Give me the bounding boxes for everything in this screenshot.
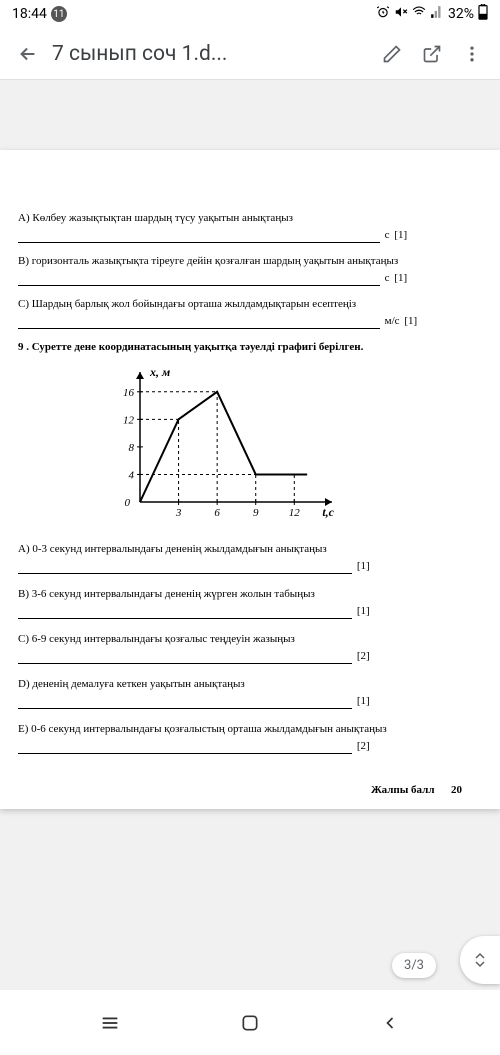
points-sub-b: [1]	[357, 605, 370, 617]
battery-percent: 32%	[448, 6, 474, 22]
chevron-up-icon	[475, 952, 485, 960]
question-9: 9 . Суретте дене координатасының уақытқа…	[18, 339, 482, 356]
sub-question-e: E) 0-6 секунд интервалындағы қозғалыстың…	[18, 721, 482, 738]
points-a: [1]	[394, 229, 407, 241]
alarm-icon	[376, 5, 390, 23]
svg-text:8: 8	[129, 441, 135, 453]
nav-back-button[interactable]	[376, 1009, 404, 1037]
document-viewport[interactable]: A) Көлбеу жазықтықтан шардың түсу уақыты…	[0, 80, 500, 990]
question-c: C) Шардың барлық жол бойындағы орташа жы…	[18, 296, 482, 313]
recents-button[interactable]	[96, 1009, 124, 1037]
doc-title: 7 сынып соч 1.d...	[48, 42, 372, 66]
answer-blank	[18, 328, 380, 329]
svg-text:9: 9	[253, 507, 259, 519]
points-b: [1]	[394, 272, 407, 284]
points-sub-d: [1]	[357, 695, 370, 707]
svg-text:16: 16	[123, 386, 135, 398]
unit-a: с	[385, 229, 390, 241]
answer-blank	[18, 708, 352, 709]
points-c: [1]	[404, 315, 417, 327]
sub-question-a: A) 0-3 секунд интервалындағы дененің жыл…	[18, 541, 482, 558]
unit-b: с	[385, 272, 390, 284]
notification-count: 11	[51, 6, 67, 22]
app-bar: 7 сынып соч 1.d...	[0, 28, 500, 80]
status-bar: 18:44 11 32%	[0, 0, 500, 28]
svg-text:t,с: t,с	[322, 505, 334, 519]
chevron-down-icon	[475, 960, 485, 968]
mute-icon	[394, 5, 408, 23]
more-button[interactable]	[452, 34, 492, 74]
page-stepper[interactable]	[460, 936, 500, 984]
unit-c: м/с	[385, 315, 400, 327]
sub-question-d: D) дененің демалуға кеткен уақытын анықт…	[18, 676, 482, 693]
svg-text:3: 3	[175, 507, 182, 519]
answer-blank	[18, 242, 380, 243]
battery-icon	[478, 4, 488, 24]
points-sub-a: [1]	[357, 560, 370, 572]
svg-text:4: 4	[129, 469, 135, 481]
svg-text:0: 0	[125, 497, 131, 509]
back-button[interactable]	[8, 34, 48, 74]
total-value: 20	[451, 784, 462, 796]
home-button[interactable]	[236, 1009, 264, 1037]
question-a: A) Көлбеу жазықтықтан шардың түсу уақыты…	[18, 210, 482, 227]
edit-button[interactable]	[372, 34, 412, 74]
open-external-button[interactable]	[412, 34, 452, 74]
status-time: 18:44	[12, 6, 47, 22]
total-score: Жалпы балл 20	[18, 782, 482, 799]
system-nav-bar	[0, 990, 500, 1055]
answer-blank	[18, 285, 380, 286]
position-time-chart: 0 4 8 12 16 3 6 9 12 x, м t,с	[108, 364, 348, 530]
page-indicator: 3/3	[392, 953, 436, 978]
document-page: A) Көлбеу жазықтықтан шардың түсу уақыты…	[0, 150, 500, 809]
svg-text:12: 12	[289, 507, 301, 519]
sub-question-c: C) 6-9 секунд интервалындағы қозғалыс те…	[18, 631, 482, 648]
answer-blank	[18, 573, 352, 574]
total-label: Жалпы балл	[371, 784, 435, 796]
answer-blank	[18, 663, 352, 664]
points-sub-c: [2]	[357, 650, 370, 662]
svg-text:12: 12	[123, 414, 135, 426]
answer-blank	[18, 618, 352, 619]
sub-question-b: B) 3-6 секунд интервалындағы дененің жүр…	[18, 586, 482, 603]
svg-text:6: 6	[214, 507, 220, 519]
question-b: B) горизонталь жазықтықта тіреуге дейін …	[18, 253, 482, 270]
answer-blank	[18, 753, 352, 754]
svg-text:x, м: x, м	[149, 365, 170, 379]
wifi-icon	[412, 5, 426, 23]
points-sub-e: [2]	[357, 740, 370, 752]
signal-icon	[430, 5, 444, 23]
